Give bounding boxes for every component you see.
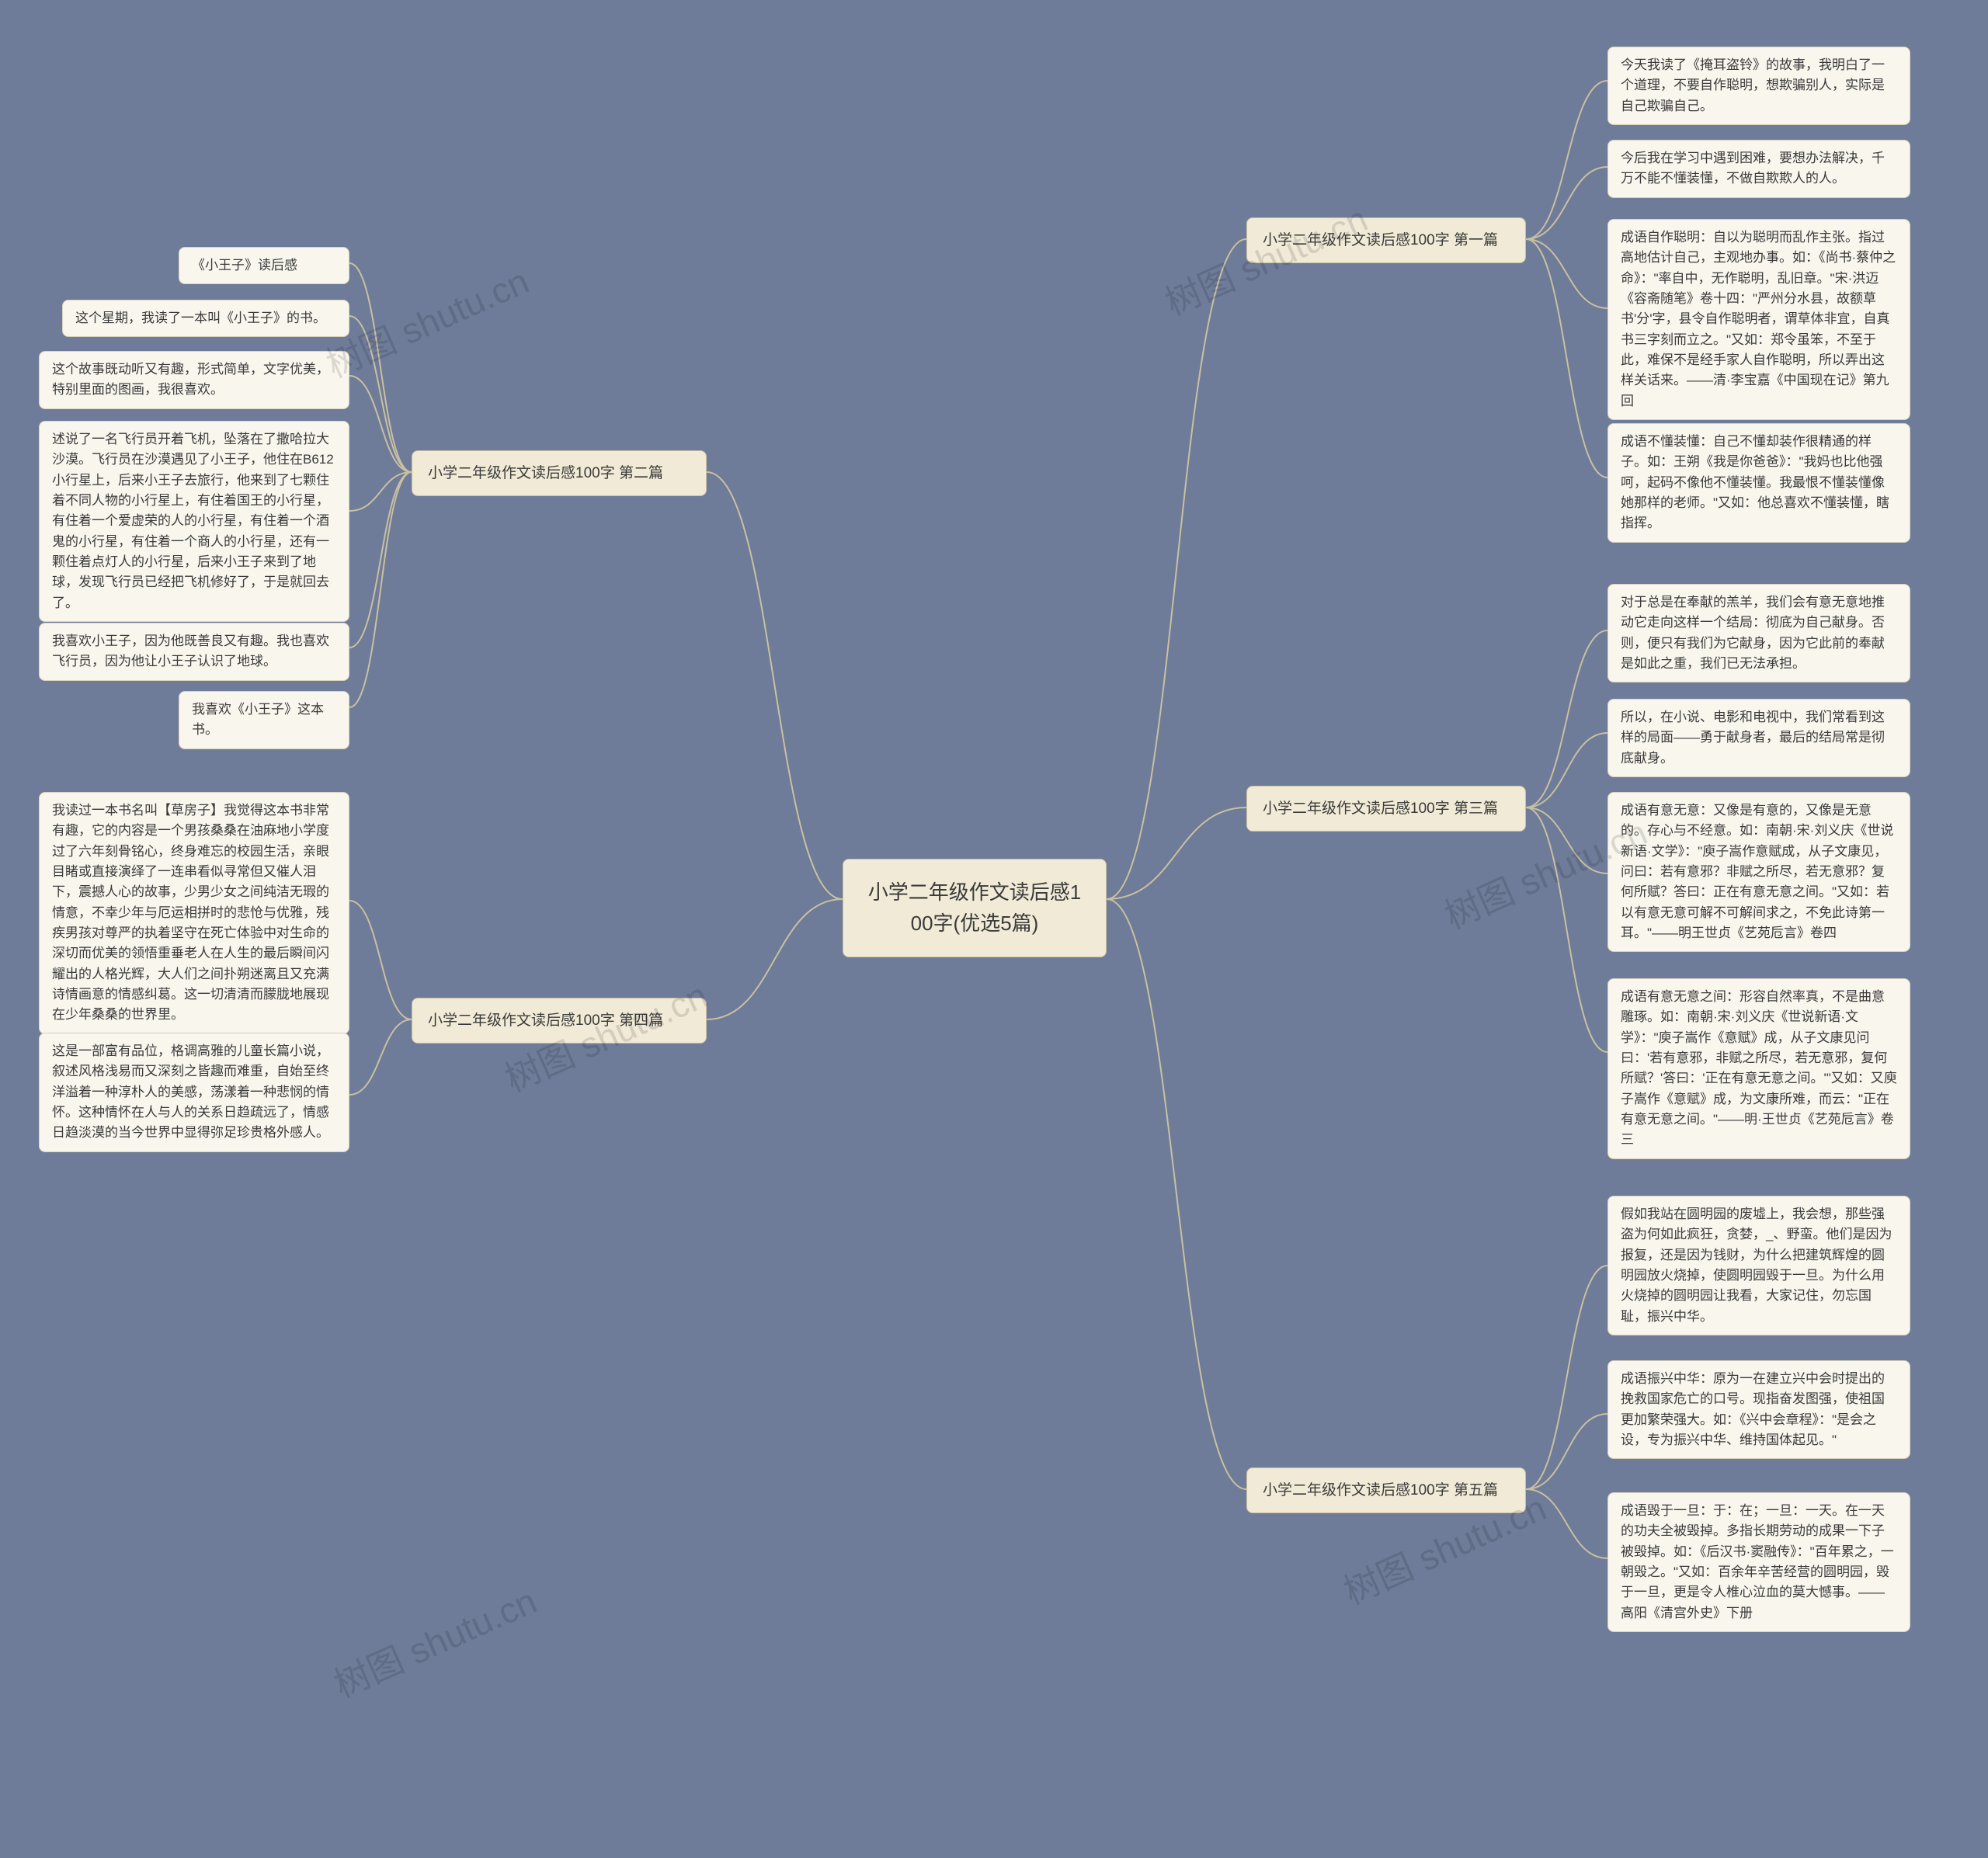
leaf-node[interactable]: 成语有意无意之间：形容自然率真，不是曲意雕琢。如：南朝·宋·刘义庆《世说新语·文… <box>1607 978 1910 1159</box>
leaf-node[interactable]: 成语自作聪明：自以为聪明而乱作主张。指过高地估计自己，主观地办事。如：《尚书·蔡… <box>1607 219 1910 420</box>
leaf-node[interactable]: 《小王子》读后感 <box>179 247 349 284</box>
center-node[interactable]: 小学二年级作文读后感100字(优选5篇) <box>843 859 1107 957</box>
leaf-node[interactable]: 成语毁于一旦：于：在；一旦：一天。在一天的功夫全被毁掉。多指长期劳动的成果一下子… <box>1607 1492 1910 1632</box>
leaf-node[interactable]: 对于总是在奉献的羔羊，我们会有意无意地推动它走向这样一个结局：彻底为自己献身。否… <box>1607 584 1910 682</box>
leaf-node[interactable]: 所以，在小说、电影和电视中，我们常看到这样的局面——勇于献身者，最后的结局常是彻… <box>1607 699 1910 777</box>
leaf-node[interactable]: 这个故事既动听又有趣，形式简单，文字优美，特别里面的图画，我很喜欢。 <box>39 351 349 409</box>
leaf-node[interactable]: 这是一部富有品位，格调高雅的儿童长篇小说，叙述风格浅易而又深刻之皆趣而难重，自始… <box>39 1033 349 1152</box>
branch-node[interactable]: 小学二年级作文读后感100字 第三篇 <box>1246 786 1526 832</box>
leaf-node[interactable]: 我读过一本书名叫【草房子】我觉得这本书非常有趣，它的内容是一个男孩桑桑在油麻地小… <box>39 792 349 1034</box>
leaf-node[interactable]: 假如我站在圆明园的废墟上，我会想，那些强盗为何如此疯狂，贪婪，_、野蛮。他们是因… <box>1607 1196 1910 1335</box>
leaf-node[interactable]: 今后我在学习中遇到困难，要想办法解决，千万不能不懂装懂，不做自欺欺人的人。 <box>1607 140 1910 198</box>
leaf-node[interactable]: 今天我读了《掩耳盗铃》的故事，我明白了一个道理，不要自作聪明，想欺骗别人，实际是… <box>1607 47 1910 125</box>
leaf-node[interactable]: 我喜欢《小王子》这本书。 <box>179 691 349 749</box>
leaf-node[interactable]: 成语有意无意：又像是有意的，又像是无意的。存心与不经意。如：南朝·宋·刘义庆《世… <box>1607 792 1910 952</box>
leaf-node[interactable]: 述说了一名飞行员开着飞机，坠落在了撒哈拉大沙漠。飞行员在沙漠遇见了小王子，他住在… <box>39 421 349 622</box>
leaf-node[interactable]: 这个星期，我读了一本叫《小王子》的书。 <box>62 300 349 337</box>
leaf-node[interactable]: 成语不懂装懂：自己不懂却装作很精通的样子。如：王朔《我是你爸爸》："我妈也比他强… <box>1607 423 1910 543</box>
watermark: 树图 shutu.cn <box>325 1573 544 1708</box>
branch-node[interactable]: 小学二年级作文读后感100字 第一篇 <box>1246 217 1526 263</box>
watermark: 树图 shutu.cn <box>318 253 536 388</box>
branch-node[interactable]: 小学二年级作文读后感100字 第二篇 <box>412 450 707 496</box>
leaf-node[interactable]: 成语振兴中华：原为一在建立兴中会时提出的挽救国家危亡的口号。现指奋发图强，使祖国… <box>1607 1360 1910 1459</box>
branch-node[interactable]: 小学二年级作文读后感100字 第四篇 <box>412 998 707 1044</box>
leaf-node[interactable]: 我喜欢小王子，因为他既善良又有趣。我也喜欢飞行员，因为他让小王子认识了地球。 <box>39 623 349 681</box>
branch-node[interactable]: 小学二年级作文读后感100字 第五篇 <box>1246 1467 1526 1513</box>
mindmap-canvas: 小学二年级作文读后感100字(优选5篇) 小学二年级作文读后感100字 第一篇 今天… <box>0 0 1988 1858</box>
